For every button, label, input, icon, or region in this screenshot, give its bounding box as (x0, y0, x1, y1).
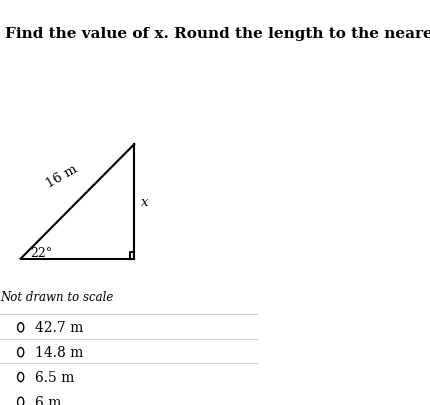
Text: Not drawn to scale: Not drawn to scale (0, 291, 113, 304)
Text: 6.5 m: 6.5 m (35, 370, 74, 384)
Text: x: x (141, 195, 148, 208)
Text: 42.7 m: 42.7 m (35, 321, 83, 335)
Text: 6 m: 6 m (35, 395, 61, 405)
Text: 14.8 m: 14.8 m (35, 345, 83, 359)
Text: 16 m: 16 m (44, 162, 80, 190)
Text: 22°: 22° (30, 247, 52, 260)
Text: Find the value of x. Round the length to the nearest tenth.: Find the value of x. Round the length to… (5, 27, 430, 40)
